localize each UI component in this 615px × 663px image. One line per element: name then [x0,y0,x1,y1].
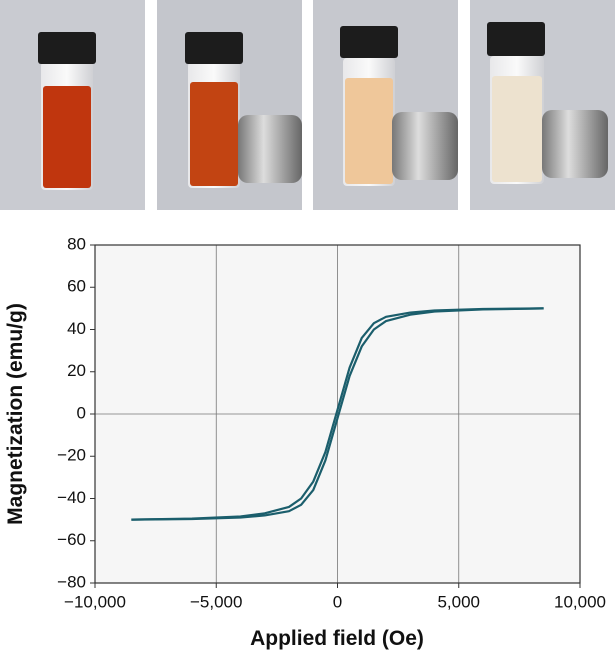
series-line [131,307,544,521]
magnet [542,110,608,178]
y-tick-label: 60 [67,277,86,296]
y-tick-label: 80 [67,234,86,253]
magnet [238,115,302,183]
series-line [131,307,544,521]
x-tick-label: −5,000 [190,592,242,611]
photo [0,0,145,210]
y-tick-label: 20 [67,361,86,380]
photo [313,0,458,210]
x-tick-label: −10,000 [64,592,126,611]
x-tick-label: 10,000 [554,592,606,611]
photos [0,0,615,210]
y-axis-title: Magnetization (emu/g) [4,303,27,525]
x-axis-title: Applied field (Oe) [250,627,424,650]
magnet [392,112,458,180]
y-tick-label: −80 [57,572,86,591]
y-tick-label: −60 [57,530,86,549]
x-tick-label: 5,000 [437,592,480,611]
photo [157,0,302,210]
y-tick-label: 0 [77,403,86,422]
photo [470,0,615,210]
lines [131,307,544,521]
y-tick-label: −40 [57,488,86,507]
x-tick-label: 0 [333,592,342,611]
y-tick-label: −20 [57,446,86,465]
y-tick-label: 40 [67,319,86,338]
